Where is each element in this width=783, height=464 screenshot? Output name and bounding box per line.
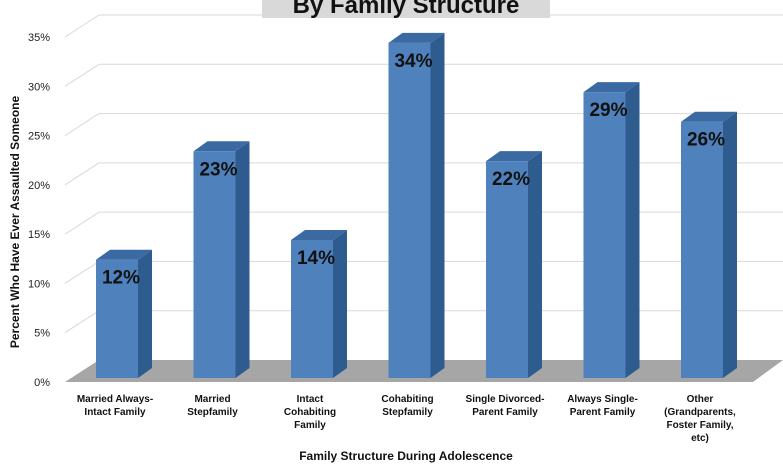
bar-top: [388, 32, 445, 43]
chart-title-box: [262, 0, 550, 18]
data-label: 29%: [589, 100, 627, 121]
y-tick-label: 15%: [28, 229, 50, 241]
bar-side: [235, 141, 250, 378]
y-tick-label: 0%: [34, 377, 50, 389]
gridline-diagonal: [64, 211, 100, 235]
y-axis-ticks: 0% 5% 10% 15% 20% 25% 30% 35%: [28, 32, 50, 389]
bar-side: [625, 82, 640, 379]
bars: 12% 23% 14% 34% 22% 29% 26%: [96, 32, 737, 379]
x-axis-title: Family Structure During Adolescence: [299, 449, 513, 463]
gridline-diagonal: [64, 113, 100, 136]
y-axis-title: Percent Who Have Ever Assaulted Someone: [8, 96, 22, 349]
x-category-label: Married Always-Intact Family: [77, 394, 153, 418]
x-category-label: Cohabiting Stepfamily: [381, 394, 433, 418]
x-category-label: Other (Grandparents, Foster Family, etc): [664, 394, 736, 444]
bar-front: [388, 42, 431, 378]
bar: 14%: [291, 230, 347, 378]
chart-title: By Family Structure: [293, 0, 520, 19]
bar-front: [583, 92, 626, 379]
data-label: 26%: [687, 130, 725, 151]
bar-side: [528, 151, 542, 378]
bar-side: [333, 230, 347, 378]
y-tick-label: 30%: [28, 81, 50, 93]
y-tick-label: 10%: [28, 278, 50, 290]
x-category-label: Always Single-Parent Family: [567, 394, 638, 418]
bar-front: [681, 121, 723, 378]
bar-top: [681, 111, 737, 122]
bar-side: [723, 111, 737, 378]
bar: 12%: [96, 249, 152, 378]
gridline-diagonal: [64, 261, 100, 284]
data-label: 34%: [394, 51, 432, 72]
y-tick-label: 20%: [28, 180, 50, 192]
bar-top: [291, 230, 347, 240]
x-category-label: Married Stepfamily: [187, 394, 238, 418]
gridline-diagonal: [64, 63, 100, 87]
bar: 29%: [583, 82, 640, 379]
gridline-diagonal: [64, 162, 100, 186]
data-label: 22%: [492, 169, 530, 190]
y-tick-label: 25%: [28, 131, 50, 143]
data-label: 23%: [199, 159, 237, 180]
x-axis-categories: Married Always-Intact Family Married Stepf…: [77, 394, 736, 444]
bar-front: [486, 161, 528, 378]
bar-side: [430, 32, 445, 378]
bar-front: [193, 151, 236, 378]
bar-front: [291, 240, 333, 378]
bar-side: [138, 249, 152, 378]
data-label: 12%: [102, 268, 140, 289]
gridline-diagonal: [64, 310, 100, 334]
chart-title-group: By Family Structure: [262, 0, 550, 19]
y-tick-label: 35%: [28, 32, 50, 44]
bar-front: [96, 259, 138, 378]
bar-top: [193, 141, 250, 152]
bar-top: [583, 82, 640, 93]
bar: 26%: [681, 111, 737, 378]
bar-top: [96, 249, 152, 260]
gridline-diagonal: [64, 14, 100, 38]
bar: 23%: [193, 141, 250, 378]
bar-top: [486, 151, 542, 162]
data-label: 14%: [297, 248, 335, 269]
x-category-label: Single Divorced-Parent Family: [466, 394, 545, 418]
x-category-label: Intact Cohabiting Family: [284, 394, 336, 431]
bar: 34%: [388, 32, 445, 378]
bar: 22%: [486, 151, 542, 378]
y-tick-label: 5%: [34, 328, 50, 340]
